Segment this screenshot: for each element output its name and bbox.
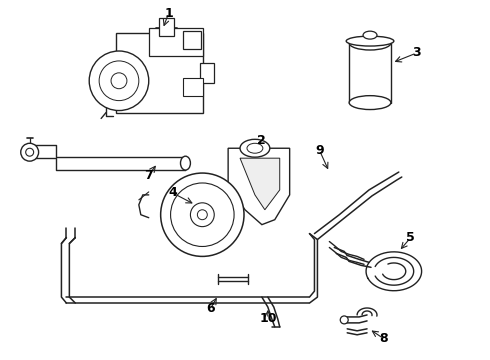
Text: 4: 4 [168,186,177,199]
Polygon shape [240,158,280,210]
Circle shape [171,183,234,247]
Bar [183,31,201,49]
Circle shape [340,316,348,324]
Text: 8: 8 [380,332,388,345]
Ellipse shape [247,143,263,153]
Ellipse shape [349,36,391,50]
Circle shape [89,51,149,111]
Circle shape [25,148,34,156]
Circle shape [161,173,244,256]
Bar [149,28,203,56]
Text: 7: 7 [145,168,153,181]
Ellipse shape [180,156,191,170]
Text: 9: 9 [315,144,324,157]
Circle shape [99,61,139,100]
Ellipse shape [349,96,391,109]
Text: 5: 5 [406,231,415,244]
Bar [183,78,203,96]
Ellipse shape [363,31,377,39]
Polygon shape [228,148,290,225]
Text: 3: 3 [413,46,421,59]
Ellipse shape [240,139,270,157]
Text: 10: 10 [259,312,276,325]
Ellipse shape [346,36,394,46]
Circle shape [197,210,207,220]
Circle shape [111,73,127,89]
Bar [200,63,214,83]
Circle shape [191,203,214,227]
Bar [116,33,203,113]
Text: 6: 6 [206,302,215,315]
Circle shape [21,143,39,161]
Text: 2: 2 [257,134,266,147]
Bar [159,18,173,36]
Text: 1: 1 [164,7,173,20]
